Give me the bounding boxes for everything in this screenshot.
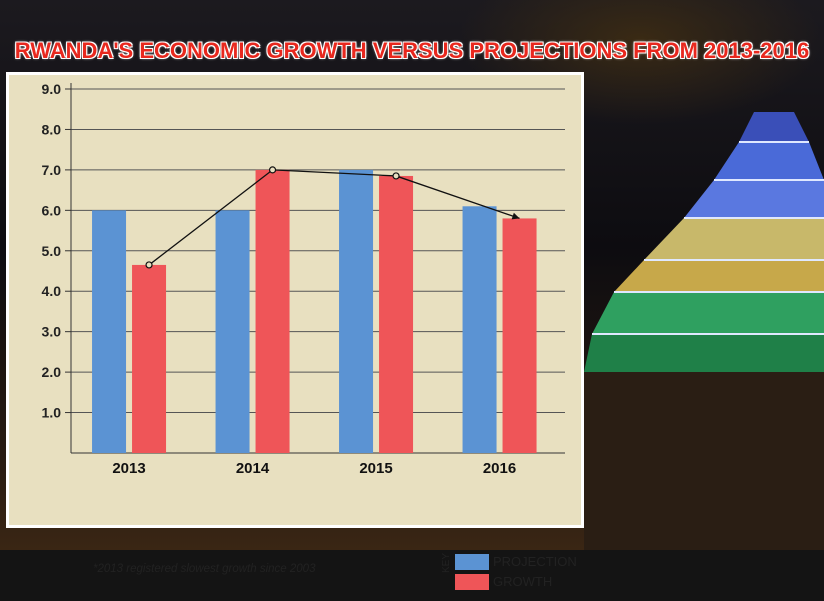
trend-point-2015 xyxy=(392,172,400,180)
dome-light-rings xyxy=(592,141,824,335)
footnote: *2013 registered slowest growth since 20… xyxy=(93,563,316,575)
trend-point-2013 xyxy=(145,261,153,269)
y-tick-label: 9.0 xyxy=(42,81,62,97)
legend-swatch-projection xyxy=(455,554,489,570)
legend: KEY PROJECTION GROWTH xyxy=(441,553,591,601)
legend-label-projection: PROJECTION xyxy=(493,554,577,569)
bar-growth-2014 xyxy=(255,169,290,453)
y-tick-label: 2.0 xyxy=(42,364,62,380)
x-tick-label-2014: 2014 xyxy=(236,460,270,477)
y-tick-label: 6.0 xyxy=(42,202,62,218)
y-tick-label: 1.0 xyxy=(42,405,62,421)
trend-arrowhead xyxy=(511,212,520,220)
bar-growth-2016 xyxy=(502,218,537,453)
dome-tiers xyxy=(584,112,824,372)
x-tick-label-2015: 2015 xyxy=(359,460,392,477)
y-tick-label: 5.0 xyxy=(42,243,62,259)
trend-point-2014 xyxy=(268,166,277,174)
chart-title: RWANDA'S ECONOMIC GROWTH VERSUS PROJECTI… xyxy=(14,38,810,63)
chart-panel: 1.0 2.0 3.0 4.0 5.0 6.0 7.0 8.0 9.0 2013 2014 2015 2… xyxy=(6,72,584,590)
growth-trend-line xyxy=(148,169,520,266)
x-tick-label-2016: 2016 xyxy=(483,460,516,477)
bar-projection-2013 xyxy=(92,210,127,453)
bar-projection-2016 xyxy=(462,206,497,453)
dome-base xyxy=(584,372,824,550)
bar-growth-2015 xyxy=(379,175,414,453)
bar-projection-2014 xyxy=(215,210,250,453)
x-tick-label-2013: 2013 xyxy=(112,460,145,477)
y-tick-label: 8.0 xyxy=(42,121,62,137)
legend-key-label: KEY xyxy=(441,552,452,573)
legend-label-growth: GROWTH xyxy=(493,574,553,589)
convention-centre-dome-illustration xyxy=(584,112,824,550)
y-tick-label: 7.0 xyxy=(42,162,62,178)
bar-growth-2013 xyxy=(132,264,167,453)
y-tick-label: 3.0 xyxy=(42,324,62,340)
bar-chart: 1.0 2.0 3.0 4.0 5.0 6.0 7.0 8.0 9.0 2013 2014 2015 2… xyxy=(42,81,565,477)
legend-swatch-growth xyxy=(455,574,489,590)
y-tick-label: 4.0 xyxy=(42,283,62,299)
bar-projection-2015 xyxy=(339,169,374,453)
